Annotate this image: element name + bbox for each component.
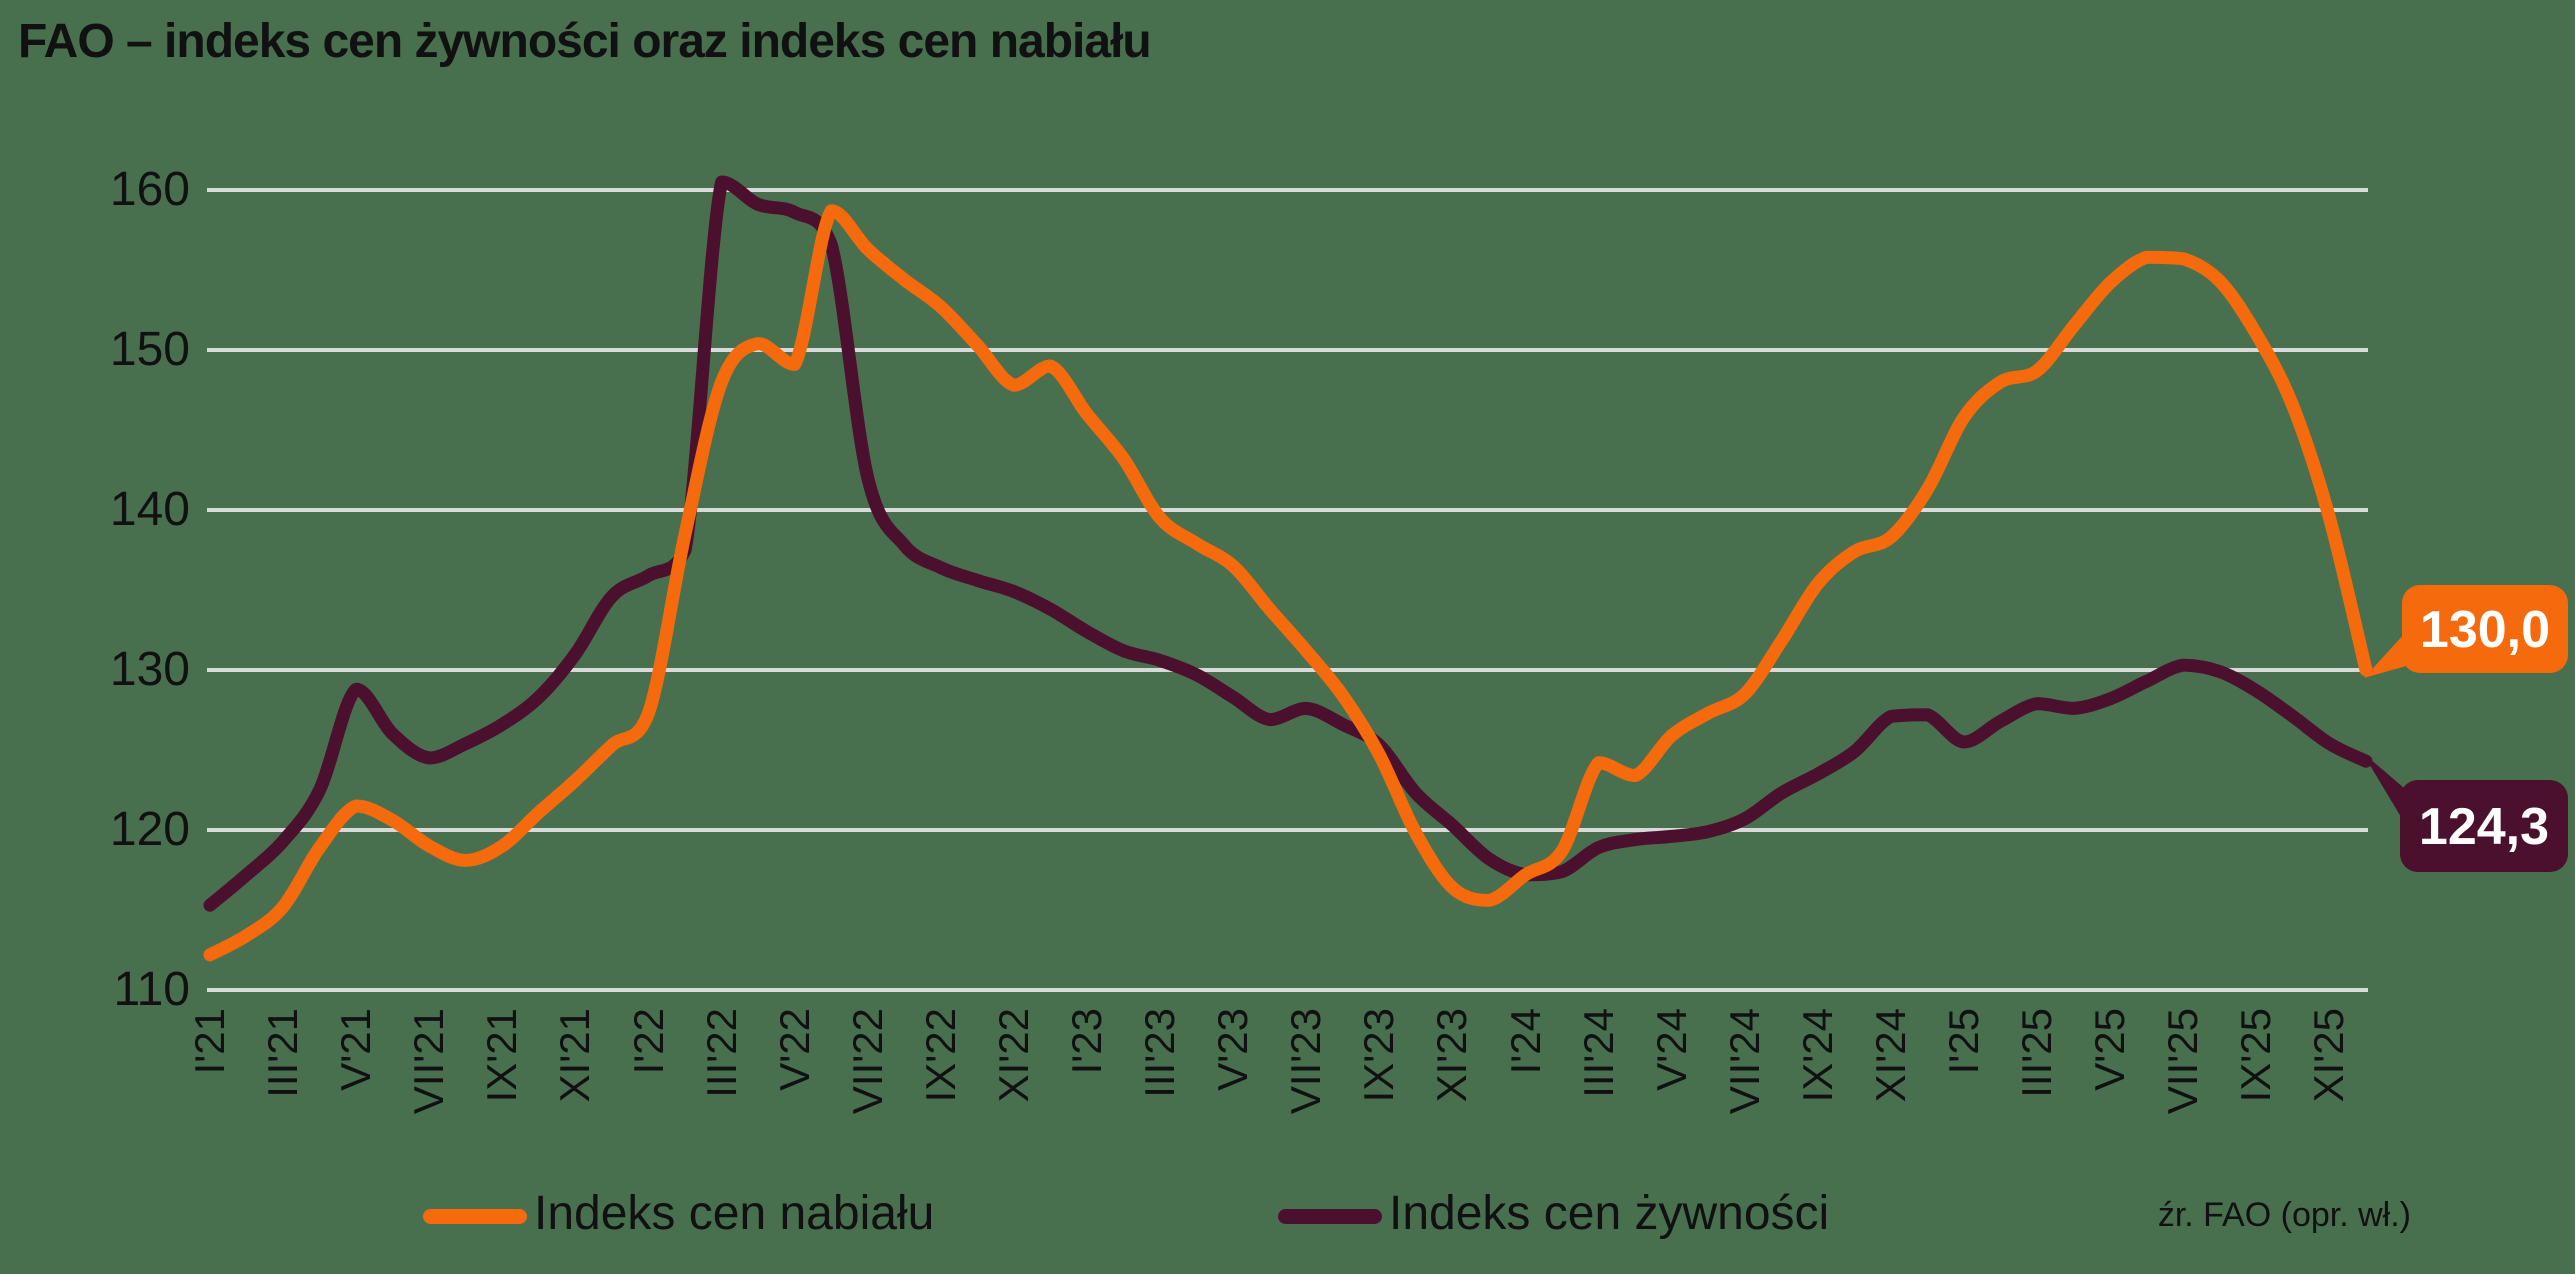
x-tick-label-XI'23: XI'23 [1428,1008,1476,1103]
x-tick-label-V'24: V'24 [1647,1008,1695,1091]
y-tick-label-140: 140 [109,483,190,536]
x-tick-label-IX'25: IX'25 [2232,1008,2280,1103]
y-tick-label-130: 130 [109,643,190,696]
x-tick-label-V'21: V'21 [332,1008,380,1091]
x-tick-label-VII'24: VII'24 [1720,1008,1768,1115]
x-tick-label-VII'25: VII'25 [2159,1008,2207,1115]
x-tick-label-I'22: I'22 [624,1008,672,1075]
food-legend-swatch [1278,1209,1382,1224]
x-tick-label-XI'21: XI'21 [551,1008,599,1103]
food-line [203,175,2373,912]
x-tick-label-III'23: III'23 [1136,1008,1184,1098]
x-tick-label-XI'25: XI'25 [2305,1008,2353,1103]
chart-title: FAO – indeks cen żywności oraz indeks ce… [18,15,1152,68]
x-tick-label-XI'24: XI'24 [1866,1008,1914,1103]
x-tick-label-III'24: III'24 [1574,1008,1622,1098]
series-lines [203,175,2373,962]
y-tick-label-120: 120 [109,803,190,856]
gridlines [207,188,2368,992]
food-callout-pointer [2362,752,2404,822]
x-tick-label-I'23: I'23 [1063,1008,1111,1075]
x-tick-label-V'23: V'23 [1209,1008,1257,1091]
y-tick-label-110: 110 [113,963,190,1016]
x-tick-label-III'22: III'22 [697,1008,745,1098]
food-legend-label: Indeks cen żywności [1389,1187,1830,1240]
food-end-value: 124,3 [2419,798,2549,856]
food-callout-box [2400,780,2568,872]
dairy-end-value: 130,0 [2420,601,2550,659]
x-tick-label-V'25: V'25 [2086,1008,2134,1091]
food-end-callout: 124,3 [2362,752,2568,872]
x-tick-label-VII'22: VII'22 [843,1008,891,1115]
x-tick-label-IX'21: IX'21 [478,1008,526,1103]
x-tick-label-IX'23: IX'23 [1355,1008,1403,1103]
x-tick-label-III'25: III'25 [2013,1008,2061,1098]
x-tick-label-XI'22: XI'22 [989,1008,1037,1103]
x-tick-label-IX'24: IX'24 [1793,1008,1841,1103]
dairy-end-callout: 130,0 [2364,585,2568,678]
x-tick-label-V'22: V'22 [770,1008,818,1091]
x-tick-label-I'21: I'21 [186,1008,233,1075]
x-tick-label-III'21: III'21 [259,1008,307,1098]
dairy-line [203,204,2373,962]
dairy-callout-box [2402,585,2568,673]
dairy-legend-swatch [423,1209,527,1224]
x-tick-label-I'25: I'25 [1940,1008,1988,1075]
x-tick-label-VII'21: VII'21 [405,1008,453,1115]
dairy-legend-label: Indeks cen nabiału [534,1187,935,1240]
y-tick-label-150: 150 [109,323,190,376]
y-tick-label-160: 160 [109,163,190,216]
x-tick-label-I'24: I'24 [1501,1008,1549,1075]
dairy-callout-pointer [2364,632,2406,678]
x-tick-label-VII'23: VII'23 [1282,1008,1330,1115]
x-tick-label-IX'22: IX'22 [916,1008,964,1103]
source-note: źr. FAO (opr. wł.) [2157,1196,2411,1234]
